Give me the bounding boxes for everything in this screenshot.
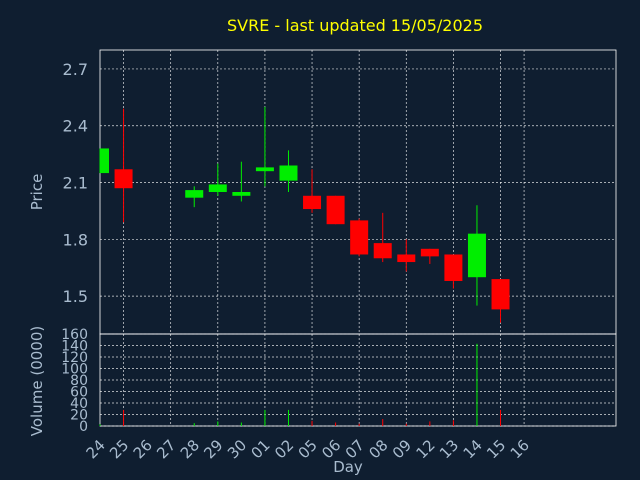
candle-body bbox=[326, 195, 345, 225]
day-tick-label: 28 bbox=[177, 436, 203, 462]
volume-tick-label: 100 bbox=[61, 362, 88, 378]
price-tick-label: 2.1 bbox=[63, 174, 88, 193]
volume-tick-label: 140 bbox=[61, 339, 88, 355]
candle-body bbox=[279, 165, 298, 181]
candle-body bbox=[303, 195, 322, 210]
day-tick-label: 27 bbox=[153, 436, 179, 462]
candle-body bbox=[100, 148, 109, 174]
day-tick-label: 26 bbox=[130, 436, 156, 462]
day-tick-label: 01 bbox=[248, 436, 274, 462]
day-tick-label: 29 bbox=[200, 436, 226, 462]
day-tick-label: 14 bbox=[460, 436, 486, 462]
day-tick-label: 30 bbox=[224, 436, 250, 462]
day-tick-label: 05 bbox=[295, 436, 321, 462]
price-panel-frame bbox=[99, 49, 617, 335]
candle-body bbox=[491, 279, 510, 310]
candle-body bbox=[397, 254, 416, 263]
day-tick-label: 08 bbox=[365, 436, 391, 462]
volume-tick-label: 160 bbox=[61, 327, 88, 343]
day-tick-label: 25 bbox=[106, 436, 132, 462]
candle-body bbox=[114, 169, 133, 189]
volume-tick-label: 40 bbox=[70, 396, 88, 412]
candle-body bbox=[232, 192, 251, 196]
candle-body bbox=[185, 190, 204, 198]
price-panel: 1.5 1.8 2.1 2.4 2.7 bbox=[63, 49, 617, 335]
price-tick-label: 1.5 bbox=[63, 287, 88, 306]
volume-tick-label: 80 bbox=[70, 373, 88, 389]
candle-body bbox=[420, 248, 439, 257]
price-axis-label: Price bbox=[28, 174, 46, 211]
day-tick-label: 13 bbox=[436, 436, 462, 462]
volume-axis-label: Volume (0000) bbox=[28, 326, 46, 436]
candle-body bbox=[467, 233, 486, 278]
price-tick-label: 2.7 bbox=[63, 60, 88, 79]
day-tick-label: 02 bbox=[271, 436, 297, 462]
candle-body bbox=[208, 184, 227, 192]
candle-body bbox=[373, 243, 392, 259]
day-tick-label: 09 bbox=[389, 436, 415, 462]
volume-tick-label: 20 bbox=[70, 408, 88, 424]
price-tick-label: 2.4 bbox=[63, 117, 88, 136]
candle-body bbox=[350, 220, 369, 255]
volume-tick-label: 120 bbox=[61, 350, 88, 366]
day-tick-label: 15 bbox=[483, 436, 509, 462]
volume-tick-label: 60 bbox=[70, 385, 88, 401]
candle-body bbox=[255, 167, 274, 172]
day-axis-label: Day bbox=[333, 458, 363, 476]
day-tick-label: 12 bbox=[412, 436, 438, 462]
volume-tick-label: 0 bbox=[79, 419, 88, 435]
day-tick-label: 16 bbox=[507, 436, 533, 462]
day-tick-label: 24 bbox=[83, 436, 109, 462]
chart-title: SVRE - last updated 15/05/2025 bbox=[227, 16, 483, 35]
price-tick-label: 1.8 bbox=[63, 230, 88, 249]
candle-body bbox=[444, 254, 463, 281]
